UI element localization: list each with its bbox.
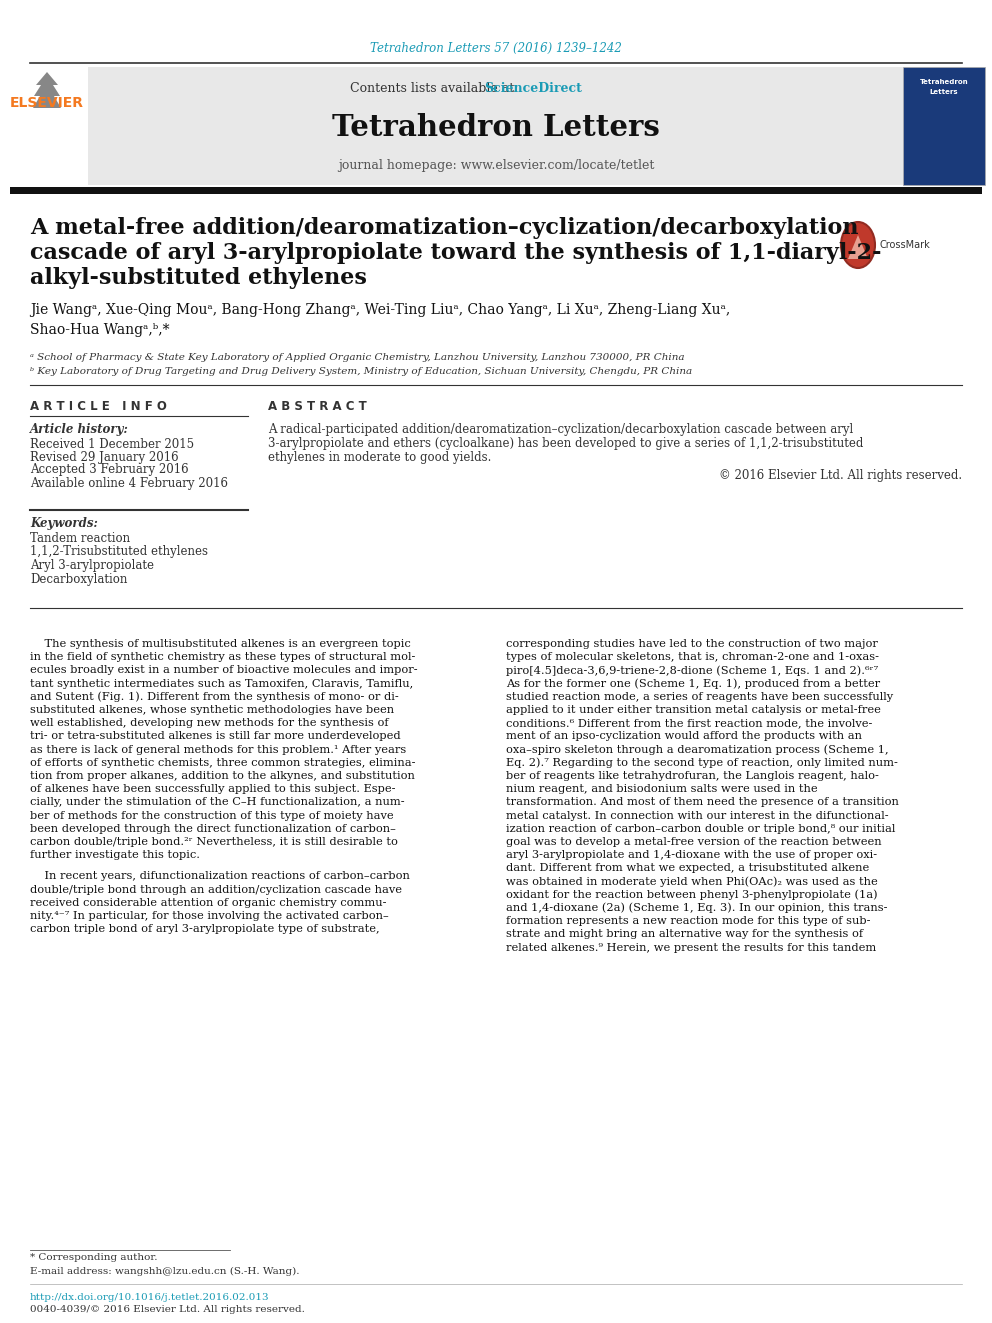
Text: Letters: Letters <box>930 89 958 95</box>
Text: A R T I C L E   I N F O: A R T I C L E I N F O <box>30 400 167 413</box>
Bar <box>10 67 84 185</box>
Text: aryl 3-arylpropiolate and 1,4-dioxane with the use of proper oxi-: aryl 3-arylpropiolate and 1,4-dioxane wi… <box>506 851 877 860</box>
Text: oxidant for the reaction between phenyl 3-phenylpropiolate (1a): oxidant for the reaction between phenyl … <box>506 889 878 900</box>
Text: carbon double/triple bond.²ʳ Nevertheless, it is still desirable to: carbon double/triple bond.²ʳ Nevertheles… <box>30 837 398 847</box>
Text: and 1,4-dioxane (2a) (Scheme 1, Eq. 3). In our opinion, this trans-: and 1,4-dioxane (2a) (Scheme 1, Eq. 3). … <box>506 902 888 913</box>
Text: CrossMark: CrossMark <box>880 239 930 250</box>
Text: Decarboxylation: Decarboxylation <box>30 573 127 586</box>
Text: Contents lists available at: Contents lists available at <box>350 82 518 94</box>
Text: of alkenes have been successfully applied to this subject. Espe-: of alkenes have been successfully applie… <box>30 785 396 794</box>
Text: substituted alkenes, whose synthetic methodologies have been: substituted alkenes, whose synthetic met… <box>30 705 394 714</box>
Text: cially, under the stimulation of the C–H functionalization, a num-: cially, under the stimulation of the C–H… <box>30 798 405 807</box>
Text: studied reaction mode, a series of reagents have been successfully: studied reaction mode, a series of reage… <box>506 692 893 701</box>
Text: Keywords:: Keywords: <box>30 517 98 531</box>
Text: in the field of synthetic chemistry as these types of structural mol-: in the field of synthetic chemistry as t… <box>30 652 416 663</box>
Text: © 2016 Elsevier Ltd. All rights reserved.: © 2016 Elsevier Ltd. All rights reserved… <box>719 470 962 483</box>
Text: nity.⁴⁻⁷ In particular, for those involving the activated carbon–: nity.⁴⁻⁷ In particular, for those involv… <box>30 912 389 921</box>
Text: alkyl-substituted ethylenes: alkyl-substituted ethylenes <box>30 267 367 288</box>
Bar <box>903 67 985 185</box>
Text: and Sutent (Fig. 1). Different from the synthesis of mono- or di-: and Sutent (Fig. 1). Different from the … <box>30 692 399 703</box>
Text: * Corresponding author.: * Corresponding author. <box>30 1253 158 1262</box>
Text: Eq. 2).⁷ Regarding to the second type of reaction, only limited num-: Eq. 2).⁷ Regarding to the second type of… <box>506 758 898 769</box>
Text: Shao-Hua Wangᵃ,ᵇ,*: Shao-Hua Wangᵃ,ᵇ,* <box>30 323 170 337</box>
Text: ethylenes in moderate to good yields.: ethylenes in moderate to good yields. <box>268 451 491 464</box>
Text: 0040-4039/© 2016 Elsevier Ltd. All rights reserved.: 0040-4039/© 2016 Elsevier Ltd. All right… <box>30 1306 305 1315</box>
Text: ecules broadly exist in a number of bioactive molecules and impor-: ecules broadly exist in a number of bioa… <box>30 665 418 676</box>
Text: http://dx.doi.org/10.1016/j.tetlet.2016.02.013: http://dx.doi.org/10.1016/j.tetlet.2016.… <box>30 1293 270 1302</box>
Text: goal was to develop a metal-free version of the reaction between: goal was to develop a metal-free version… <box>506 837 882 847</box>
Text: journal homepage: www.elsevier.com/locate/tetlet: journal homepage: www.elsevier.com/locat… <box>338 160 654 172</box>
Text: The synthesis of multisubstituted alkenes is an evergreen topic: The synthesis of multisubstituted alkene… <box>30 639 411 650</box>
Text: carbon triple bond of aryl 3-arylpropiolate type of substrate,: carbon triple bond of aryl 3-arylpropiol… <box>30 925 380 934</box>
Text: related alkenes.⁹ Herein, we present the results for this tandem: related alkenes.⁹ Herein, we present the… <box>506 942 876 953</box>
Text: tion from proper alkanes, addition to the alkynes, and substitution: tion from proper alkanes, addition to th… <box>30 771 415 781</box>
Text: received considerable attention of organic chemistry commu-: received considerable attention of organ… <box>30 898 387 908</box>
Text: 3-arylpropiolate and ethers (cycloalkane) has been developed to give a series of: 3-arylpropiolate and ethers (cycloalkane… <box>268 438 863 451</box>
Text: Received 1 December 2015: Received 1 December 2015 <box>30 438 194 451</box>
Text: well established, developing new methods for the synthesis of: well established, developing new methods… <box>30 718 389 728</box>
Text: Tetrahedron: Tetrahedron <box>920 79 968 85</box>
Text: was obtained in moderate yield when Phi(OAc)₂ was used as the: was obtained in moderate yield when Phi(… <box>506 876 878 886</box>
Text: A radical-participated addition/dearomatization–cyclization/decarboxylation casc: A radical-participated addition/dearomat… <box>268 423 853 437</box>
Bar <box>10 187 982 194</box>
Text: Jie Wangᵃ, Xue-Qing Mouᵃ, Bang-Hong Zhangᵃ, Wei-Ting Liuᵃ, Chao Yangᵃ, Li Xuᵃ, Z: Jie Wangᵃ, Xue-Qing Mouᵃ, Bang-Hong Zhan… <box>30 303 730 318</box>
Text: ᵇ Key Laboratory of Drug Targeting and Drug Delivery System, Ministry of Educati: ᵇ Key Laboratory of Drug Targeting and D… <box>30 366 692 376</box>
Text: conditions.⁶ Different from the first reaction mode, the involve-: conditions.⁶ Different from the first re… <box>506 718 872 728</box>
Text: strate and might bring an alternative way for the synthesis of: strate and might bring an alternative wa… <box>506 929 863 939</box>
Ellipse shape <box>841 222 875 269</box>
Text: As for the former one (Scheme 1, Eq. 1), produced from a better: As for the former one (Scheme 1, Eq. 1),… <box>506 679 880 689</box>
Text: ization reaction of carbon–carbon double or triple bond,⁸ our initial: ization reaction of carbon–carbon double… <box>506 824 896 833</box>
Text: dant. Different from what we expected, a trisubstituted alkene: dant. Different from what we expected, a… <box>506 864 869 873</box>
Text: Article history:: Article history: <box>30 423 129 437</box>
Text: metal catalyst. In connection with our interest in the difunctional-: metal catalyst. In connection with our i… <box>506 811 889 820</box>
Text: Tetrahedron Letters: Tetrahedron Letters <box>332 114 660 143</box>
Text: formation represents a new reaction mode for this type of sub-: formation represents a new reaction mode… <box>506 917 871 926</box>
Text: cascade of aryl 3-arylpropiolate toward the synthesis of 1,1-diaryl-2-: cascade of aryl 3-arylpropiolate toward … <box>30 242 882 265</box>
Text: 1,1,2-Trisubstituted ethylenes: 1,1,2-Trisubstituted ethylenes <box>30 545 208 558</box>
Text: ber of reagents like tetrahydrofuran, the Langlois reagent, halo-: ber of reagents like tetrahydrofuran, th… <box>506 771 879 781</box>
Text: corresponding studies have led to the construction of two major: corresponding studies have led to the co… <box>506 639 878 650</box>
Text: ber of methods for the construction of this type of moiety have: ber of methods for the construction of t… <box>30 811 394 820</box>
Text: In recent years, difunctionalization reactions of carbon–carbon: In recent years, difunctionalization rea… <box>30 872 410 881</box>
Text: ELSEVIER: ELSEVIER <box>10 97 84 110</box>
Text: A metal-free addition/dearomatization–cyclization/decarboxylation: A metal-free addition/dearomatization–cy… <box>30 217 858 239</box>
Text: transformation. And most of them need the presence of a transition: transformation. And most of them need th… <box>506 798 899 807</box>
Text: double/triple bond through an addition/cyclization cascade have: double/triple bond through an addition/c… <box>30 885 402 894</box>
Polygon shape <box>33 71 61 108</box>
Bar <box>88 67 903 185</box>
Text: tant synthetic intermediates such as Tamoxifen, Claravis, Tamiflu,: tant synthetic intermediates such as Tam… <box>30 679 414 688</box>
Text: Tetrahedron Letters 57 (2016) 1239–1242: Tetrahedron Letters 57 (2016) 1239–1242 <box>370 41 622 54</box>
Text: nium reagent, and bisiodonium salts were used in the: nium reagent, and bisiodonium salts were… <box>506 785 817 794</box>
Text: oxa–spiro skeleton through a dearomatization process (Scheme 1,: oxa–spiro skeleton through a dearomatiza… <box>506 745 889 755</box>
Text: A B S T R A C T: A B S T R A C T <box>268 400 367 413</box>
Text: Aryl 3-arylpropiolate: Aryl 3-arylpropiolate <box>30 560 154 573</box>
Text: tri- or tetra-substituted alkenes is still far more underdeveloped: tri- or tetra-substituted alkenes is sti… <box>30 732 401 741</box>
Text: E-mail address: wangshh@lzu.edu.cn (S.-H. Wang).: E-mail address: wangshh@lzu.edu.cn (S.-H… <box>30 1266 300 1275</box>
Text: Tandem reaction: Tandem reaction <box>30 532 130 545</box>
Text: Available online 4 February 2016: Available online 4 February 2016 <box>30 476 228 490</box>
Text: as there is lack of general methods for this problem.¹ After years: as there is lack of general methods for … <box>30 745 407 754</box>
Text: piro[4.5]deca-3,6,9-triene-2,8-dione (Scheme 1, Eqs. 1 and 2).⁶ʳ⁷: piro[4.5]deca-3,6,9-triene-2,8-dione (Sc… <box>506 665 878 676</box>
Text: of efforts of synthetic chemists, three common strategies, elimina-: of efforts of synthetic chemists, three … <box>30 758 416 767</box>
Polygon shape <box>848 235 868 259</box>
Text: ment of an ipso-cyclization would afford the products with an: ment of an ipso-cyclization would afford… <box>506 732 862 741</box>
Text: types of molecular skeletons, that is, chroman-2-one and 1-oxas-: types of molecular skeletons, that is, c… <box>506 652 879 663</box>
Text: Revised 29 January 2016: Revised 29 January 2016 <box>30 451 179 463</box>
Text: Accepted 3 February 2016: Accepted 3 February 2016 <box>30 463 188 476</box>
Text: ᵃ School of Pharmacy & State Key Laboratory of Applied Organic Chemistry, Lanzho: ᵃ School of Pharmacy & State Key Laborat… <box>30 352 684 361</box>
Text: further investigate this topic.: further investigate this topic. <box>30 851 200 860</box>
Text: ScienceDirect: ScienceDirect <box>484 82 581 94</box>
Text: been developed through the direct functionalization of carbon–: been developed through the direct functi… <box>30 824 396 833</box>
Text: applied to it under either transition metal catalysis or metal-free: applied to it under either transition me… <box>506 705 881 714</box>
